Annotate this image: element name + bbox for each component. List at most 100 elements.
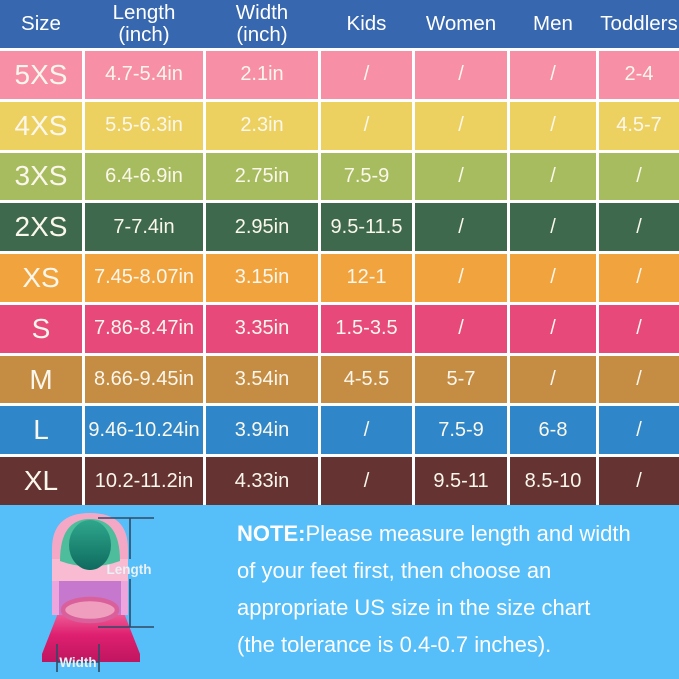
size-row-M-kids-cell: 4-5.5 — [321, 355, 412, 404]
size-chart-table: Size Length (inch) Width (inch) Kids Women… — [0, 0, 679, 505]
size-row-XS-kids-cell: 12-1 — [321, 254, 412, 302]
size-row-M-women-cell: 5-7 — [415, 355, 507, 404]
size-row-2XS-length-cell: 7-7.4in — [85, 203, 203, 252]
size-row-2XS-women-cell: / — [415, 203, 507, 252]
size-row-3XS-men-cell: / — [510, 152, 596, 201]
size-row-2XS-toddlers-cell: / — [599, 203, 679, 252]
size-row-4XS-women-cell: / — [415, 101, 507, 150]
col-header-women-line1: Women — [425, 11, 497, 35]
size-row-S-width-cell: 3.35in — [206, 304, 318, 353]
size-row-3XS-women-cell: / — [415, 152, 507, 201]
size-row-5XS-size-cell: 5XS — [0, 51, 82, 99]
size-row-5XS-width-cell: 2.1in — [206, 51, 318, 99]
size-row-2XS-kids-cell: 9.5-11.5 — [321, 203, 412, 252]
size-row-S-size-cell: S — [0, 304, 82, 353]
fin-blade — [42, 613, 140, 662]
size-row-5XS-kids-cell: / — [321, 51, 412, 99]
size-row-4XS-length-cell: 5.5-6.3in — [85, 101, 203, 150]
size-row-XL-width-cell: 4.33in — [206, 457, 318, 505]
size-row-L-size-cell: L — [0, 406, 82, 455]
size-row-5XS-men-cell: / — [510, 51, 596, 99]
fin-tip-opening — [69, 520, 111, 570]
note-line-1-text: Please measure length and width — [305, 521, 631, 546]
col-header-size: Size — [0, 0, 82, 48]
size-row-XS-width-cell: 3.15in — [206, 254, 318, 302]
size-row-4XS-men-cell: / — [510, 101, 596, 150]
size-row-4XS-width-cell: 2.3in — [206, 101, 318, 150]
size-row-M-toddlers-cell: / — [599, 355, 679, 404]
size-row-XL-women-cell: 9.5-11 — [415, 457, 507, 505]
length-measure-line — [98, 517, 154, 628]
size-row-XS-toddlers-cell: / — [599, 254, 679, 302]
size-row-S-toddlers-cell: / — [599, 304, 679, 353]
size-row-XS-men-cell: / — [510, 254, 596, 302]
size-row-4XS-size-cell: 4XS — [0, 101, 82, 150]
size-row-S-kids-cell: 1.5-3.5 — [321, 304, 412, 353]
size-row-M-men-cell: / — [510, 355, 596, 404]
col-header-toddlers: Toddlers — [599, 0, 679, 48]
size-row-M-width-cell: 3.54in — [206, 355, 318, 404]
size-row-2XS-men-cell: / — [510, 203, 596, 252]
size-row-XL-size-cell: XL — [0, 457, 82, 505]
size-row-XL-length-cell: 10.2-11.2in — [85, 457, 203, 505]
size-row-3XS-length-cell: 6.4-6.9in — [85, 152, 203, 201]
size-row-S-women-cell: / — [415, 304, 507, 353]
col-header-length-line1: Length — [112, 0, 176, 24]
size-row-5XS-length-cell: 4.7-5.4in — [85, 51, 203, 99]
size-row-3XS-kids-cell: 7.5-9 — [321, 152, 412, 201]
size-row-L-length-cell: 9.46-10.24in — [85, 406, 203, 455]
col-header-kids-line1: Kids — [346, 11, 387, 35]
col-header-length-line2: (inch) — [118, 23, 170, 46]
info-section: Length Width NOTE:Please measure length … — [0, 505, 679, 679]
note-line-2: of your feet first, then choose an — [237, 558, 552, 583]
col-header-width: Width (inch) — [206, 0, 318, 48]
size-row-S-length-cell: 7.86-8.47in — [85, 304, 203, 353]
size-row-2XS-size-cell: 2XS — [0, 203, 82, 252]
size-row-4XS-toddlers-cell: 4.5-7 — [599, 101, 679, 150]
size-row-XL-men-cell: 8.5-10 — [510, 457, 596, 505]
width-measure-line — [56, 644, 100, 672]
size-row-2XS-width-cell: 2.95in — [206, 203, 318, 252]
fin-strap — [60, 596, 120, 624]
size-row-XL-toddlers-cell: / — [599, 457, 679, 505]
fin-width-label: Width — [59, 655, 96, 670]
size-row-L-width-cell: 3.94in — [206, 406, 318, 455]
size-row-4XS-kids-cell: / — [321, 101, 412, 150]
size-row-XS-size-cell: XS — [0, 254, 82, 302]
size-row-3XS-toddlers-cell: / — [599, 152, 679, 201]
fin-orchid-edge-right — [121, 581, 128, 615]
col-header-length: Length (inch) — [85, 0, 203, 48]
note-line-4: (the tolerance is 0.4-0.7 inches). — [237, 632, 552, 657]
col-header-women: Women — [415, 0, 507, 48]
note-label: NOTE: — [237, 521, 306, 546]
size-row-XS-women-cell: / — [415, 254, 507, 302]
size-row-L-kids-cell: / — [321, 406, 412, 455]
note-line-1: NOTE:Please measure length and width — [237, 515, 673, 552]
size-row-5XS-women-cell: / — [415, 51, 507, 99]
size-row-XS-length-cell: 7.45-8.07in — [85, 254, 203, 302]
size-row-5XS-toddlers-cell: 2-4 — [599, 51, 679, 99]
col-header-men-line1: Men — [533, 11, 573, 35]
size-row-S-men-cell: / — [510, 304, 596, 353]
size-row-XL-kids-cell: / — [321, 457, 412, 505]
col-header-width-line2: (inch) — [236, 23, 288, 46]
col-header-kids: Kids — [321, 0, 412, 48]
fin-diagram-svg: Length Width — [42, 513, 154, 672]
size-row-3XS-size-cell: 3XS — [0, 152, 82, 201]
size-row-3XS-width-cell: 2.75in — [206, 152, 318, 201]
note-text: NOTE:Please measure length and width of … — [237, 515, 673, 663]
col-header-width-line1: Width — [235, 0, 289, 24]
fin-orchid-edge-left — [52, 581, 59, 615]
size-row-L-men-cell: 6-8 — [510, 406, 596, 455]
note-line-3: appropriate US size in the size chart — [237, 595, 591, 620]
size-row-L-women-cell: 7.5-9 — [415, 406, 507, 455]
size-row-M-length-cell: 8.66-9.45in — [85, 355, 203, 404]
col-header-toddlers-line1: Toddlers — [600, 11, 678, 35]
size-row-M-size-cell: M — [0, 355, 82, 404]
size-row-L-toddlers-cell: / — [599, 406, 679, 455]
fin-length-label: Length — [107, 562, 152, 577]
col-header-size-line1: Size — [21, 11, 61, 35]
col-header-men: Men — [510, 0, 596, 48]
fin-illustration: Length Width — [28, 509, 238, 677]
table-header-row: Size Length (inch) Width (inch) Kids Women… — [0, 0, 679, 48]
